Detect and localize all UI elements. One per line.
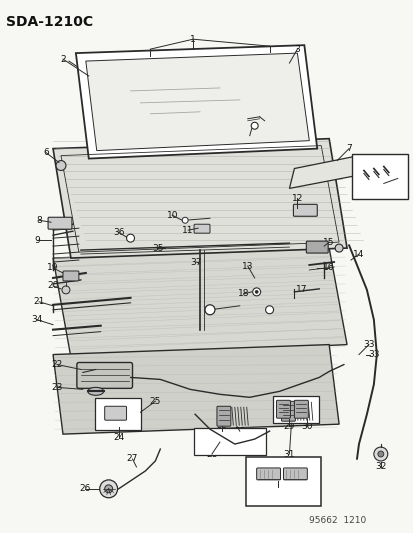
Text: 33: 33 xyxy=(362,340,374,349)
Text: 14: 14 xyxy=(352,249,364,259)
Text: 1: 1 xyxy=(190,35,195,44)
Polygon shape xyxy=(53,248,346,358)
Text: 12: 12 xyxy=(291,194,302,203)
Text: 35: 35 xyxy=(152,244,164,253)
Circle shape xyxy=(204,305,214,315)
Text: 38: 38 xyxy=(271,482,282,491)
Circle shape xyxy=(100,480,117,498)
Text: 36: 36 xyxy=(113,228,124,237)
Circle shape xyxy=(56,160,66,171)
FancyBboxPatch shape xyxy=(77,362,132,389)
FancyBboxPatch shape xyxy=(272,397,318,423)
Text: 29: 29 xyxy=(216,426,227,435)
Text: 33: 33 xyxy=(367,350,379,359)
Text: 5: 5 xyxy=(394,174,400,183)
Text: 34: 34 xyxy=(31,315,43,324)
Text: 26: 26 xyxy=(79,484,90,494)
Text: 15: 15 xyxy=(323,238,334,247)
Text: 20: 20 xyxy=(47,281,59,290)
Text: 27: 27 xyxy=(126,455,138,464)
FancyBboxPatch shape xyxy=(63,271,78,281)
Text: 13: 13 xyxy=(241,262,253,271)
Polygon shape xyxy=(76,45,316,158)
Text: 19: 19 xyxy=(47,263,59,272)
FancyBboxPatch shape xyxy=(245,457,320,506)
Text: 21: 21 xyxy=(33,297,45,306)
Polygon shape xyxy=(53,139,346,258)
Circle shape xyxy=(182,217,188,223)
Text: 10: 10 xyxy=(166,211,178,220)
Text: 9: 9 xyxy=(34,236,40,245)
Text: 24: 24 xyxy=(113,433,124,442)
Text: 16: 16 xyxy=(323,263,334,272)
Text: 28: 28 xyxy=(206,449,217,458)
FancyBboxPatch shape xyxy=(48,217,72,229)
Text: 6: 6 xyxy=(43,148,49,157)
Circle shape xyxy=(252,288,260,296)
Text: SDA-1210C: SDA-1210C xyxy=(6,15,93,29)
Polygon shape xyxy=(85,53,309,151)
Text: 30: 30 xyxy=(301,422,312,431)
Circle shape xyxy=(62,286,70,294)
Polygon shape xyxy=(53,345,338,434)
FancyBboxPatch shape xyxy=(306,241,328,253)
FancyBboxPatch shape xyxy=(194,428,265,455)
Circle shape xyxy=(377,451,383,457)
Text: 31: 31 xyxy=(283,449,294,458)
Text: 18: 18 xyxy=(237,289,249,298)
Text: 2: 2 xyxy=(60,54,66,63)
Circle shape xyxy=(335,244,342,252)
Circle shape xyxy=(373,447,387,461)
Text: 7: 7 xyxy=(345,144,351,153)
FancyBboxPatch shape xyxy=(283,468,306,480)
Text: 23: 23 xyxy=(51,383,62,392)
Circle shape xyxy=(265,306,273,314)
Circle shape xyxy=(254,290,258,293)
Text: 95662  1210: 95662 1210 xyxy=(309,516,366,525)
Text: 4: 4 xyxy=(246,131,252,140)
Circle shape xyxy=(126,234,134,242)
Text: 30: 30 xyxy=(233,426,245,435)
Text: 3: 3 xyxy=(294,45,299,54)
Text: 25: 25 xyxy=(150,397,161,406)
Circle shape xyxy=(251,122,258,129)
Text: 32: 32 xyxy=(374,463,386,472)
FancyBboxPatch shape xyxy=(104,406,126,420)
Ellipse shape xyxy=(88,387,103,395)
Circle shape xyxy=(104,485,112,493)
Text: 17: 17 xyxy=(295,285,306,294)
Polygon shape xyxy=(289,156,358,188)
FancyBboxPatch shape xyxy=(276,400,290,418)
Text: 11: 11 xyxy=(182,225,193,235)
FancyBboxPatch shape xyxy=(281,401,295,421)
FancyBboxPatch shape xyxy=(256,468,280,480)
FancyBboxPatch shape xyxy=(216,406,230,426)
Text: 8: 8 xyxy=(36,216,42,225)
Text: 29: 29 xyxy=(283,422,294,431)
FancyBboxPatch shape xyxy=(351,154,407,199)
FancyBboxPatch shape xyxy=(194,224,209,233)
FancyBboxPatch shape xyxy=(95,398,141,430)
FancyBboxPatch shape xyxy=(294,400,308,418)
Text: 37: 37 xyxy=(190,257,201,266)
Text: 22: 22 xyxy=(51,360,62,369)
FancyBboxPatch shape xyxy=(293,204,316,216)
